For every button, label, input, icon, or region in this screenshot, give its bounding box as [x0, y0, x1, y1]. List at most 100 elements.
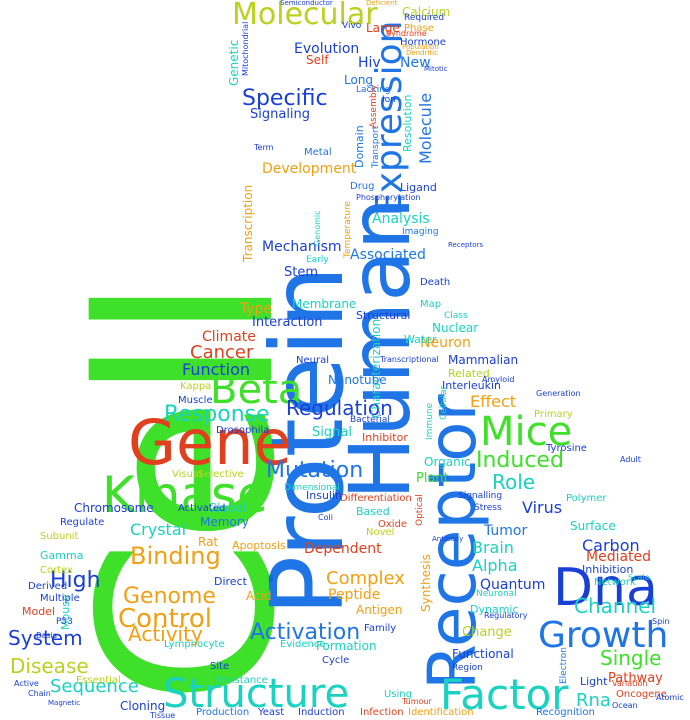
- word-dependent: Dependent: [304, 541, 382, 557]
- word-infection: Infection: [360, 707, 404, 718]
- word-deficient: Deficient: [366, 0, 398, 7]
- word-induced: Induced: [476, 448, 564, 473]
- word-resolution: Resolution: [401, 94, 414, 152]
- word-temperature: Temperature: [343, 200, 353, 258]
- word-transport: Transport: [371, 125, 381, 168]
- word-recognition: Recognition: [536, 707, 595, 718]
- word-immune: Immune: [425, 402, 435, 440]
- word-optical: Optical: [415, 494, 425, 526]
- word-ion: Ion: [382, 95, 396, 105]
- word-inhibitor: Inhibitor: [362, 431, 408, 444]
- word-genomic: Genomic: [313, 210, 322, 247]
- word-domain: Domain: [353, 125, 366, 168]
- word-cycle: Cycle: [322, 655, 350, 666]
- word-site: Site: [210, 661, 230, 672]
- word-syndrome: Syndrome: [386, 29, 427, 38]
- word-long: Long: [344, 73, 374, 87]
- word-tumor: Tumor: [484, 523, 528, 539]
- word-p53: P53: [56, 617, 73, 627]
- word-insulin: Insulin: [306, 489, 343, 502]
- word-carbon: Carbon: [582, 536, 640, 555]
- word-visual: Visual: [172, 469, 202, 480]
- word-scale: Scale: [628, 573, 650, 582]
- word-crystal: Crystal: [130, 520, 187, 539]
- word-mutation: Mutation: [266, 458, 364, 483]
- word-hormone: Hormone: [400, 37, 446, 48]
- word-signalling: Signalling: [458, 491, 503, 501]
- word-peptide: Peptide: [328, 587, 381, 603]
- word-plant: Plant: [416, 471, 449, 486]
- word-chromosome: Chromosome: [74, 501, 154, 515]
- word-imaging: Imaging: [402, 227, 439, 237]
- word-lacking: Lacking: [356, 85, 391, 95]
- word-memory: Memory: [200, 515, 249, 529]
- word-development: Development: [262, 161, 357, 177]
- word-role: Role: [492, 470, 536, 494]
- word-activated: Activated: [178, 503, 226, 514]
- word-metal: Metal: [304, 147, 332, 158]
- word-gene: Gene: [128, 406, 292, 479]
- word-generation: Generation: [536, 389, 581, 398]
- word-region: Region: [452, 663, 483, 673]
- word-organic: Organic: [424, 455, 471, 469]
- word-dimensional: Dimensional: [284, 483, 340, 493]
- word-related: Related: [448, 367, 490, 380]
- word-map: Map: [420, 299, 442, 310]
- word-mice: Mice: [480, 409, 573, 455]
- word-oncogene: Oncogene: [616, 689, 667, 700]
- word-signaling: Signaling: [250, 107, 311, 122]
- word-cortex: Cortex: [40, 565, 74, 576]
- word-derived: Derived: [28, 581, 68, 592]
- word-polymer: Polymer: [566, 493, 607, 504]
- word-muscle: Muscle: [178, 395, 213, 406]
- word-gamma: Gamma: [40, 549, 84, 562]
- word-dynamic: Dynamic: [470, 603, 519, 616]
- word-regulate: Regulate: [60, 517, 105, 528]
- word-genome: Genome: [123, 584, 216, 609]
- word-acid: Acid: [246, 589, 272, 603]
- word-brain: Brain: [472, 538, 514, 557]
- word-change: Change: [462, 625, 512, 640]
- word-molecule: Molecule: [416, 92, 435, 164]
- word-evolution: Evolution: [294, 41, 360, 57]
- word-basis: Basis: [36, 631, 57, 640]
- word-surface: Surface: [570, 519, 616, 533]
- word-analysis: Analysis: [372, 211, 430, 227]
- word-alpha: Alpha: [472, 556, 518, 575]
- word-pathway: Pathway: [608, 671, 663, 686]
- word-ii: Ii: [268, 575, 274, 585]
- word-lymphocyte: Lymphocyte: [164, 639, 225, 650]
- word-binding: Binding: [130, 542, 221, 570]
- word-subunit: Subunit: [40, 531, 79, 542]
- word-stem: Stem: [284, 265, 319, 280]
- word-signal: Signal: [312, 425, 352, 440]
- word-neuron: Neuron: [420, 335, 471, 351]
- word-identification: Identification: [408, 707, 474, 718]
- word-nuclear: Nuclear: [432, 321, 479, 335]
- word-transcription: Transcription: [241, 184, 255, 262]
- word-cellular: Cellular: [439, 385, 449, 420]
- word-rna: Rna: [576, 690, 611, 711]
- word-family: Family: [364, 623, 397, 634]
- word-membrane: Membrane: [292, 297, 357, 311]
- word-associated: Associated: [350, 247, 426, 263]
- word-single: Single: [600, 646, 662, 670]
- word-light: Light: [580, 675, 608, 688]
- word-effect: Effect: [470, 392, 517, 411]
- word-spin: Spin: [652, 617, 670, 626]
- word-tumour: Tumour: [402, 697, 432, 706]
- word-apoptosis: Apoptosis: [232, 539, 286, 552]
- word-channel: Channel: [574, 594, 657, 618]
- word-interleukin: Interleukin: [442, 379, 502, 392]
- word-kinase: Kinase: [102, 466, 268, 524]
- word-amyloid: Amyloid: [482, 375, 515, 384]
- word-ocean: Ocean: [612, 701, 638, 710]
- word-characterization: Characterization: [369, 318, 383, 418]
- word-evidence: Evidence: [280, 639, 326, 650]
- word-beta: Beta: [210, 367, 303, 413]
- word-differentiation: Differentiation: [340, 493, 412, 504]
- word-cloning: Cloning: [120, 699, 166, 713]
- word-rat: Rat: [198, 535, 219, 549]
- word-coli: Coli: [318, 513, 333, 522]
- word-control: Control: [118, 604, 212, 634]
